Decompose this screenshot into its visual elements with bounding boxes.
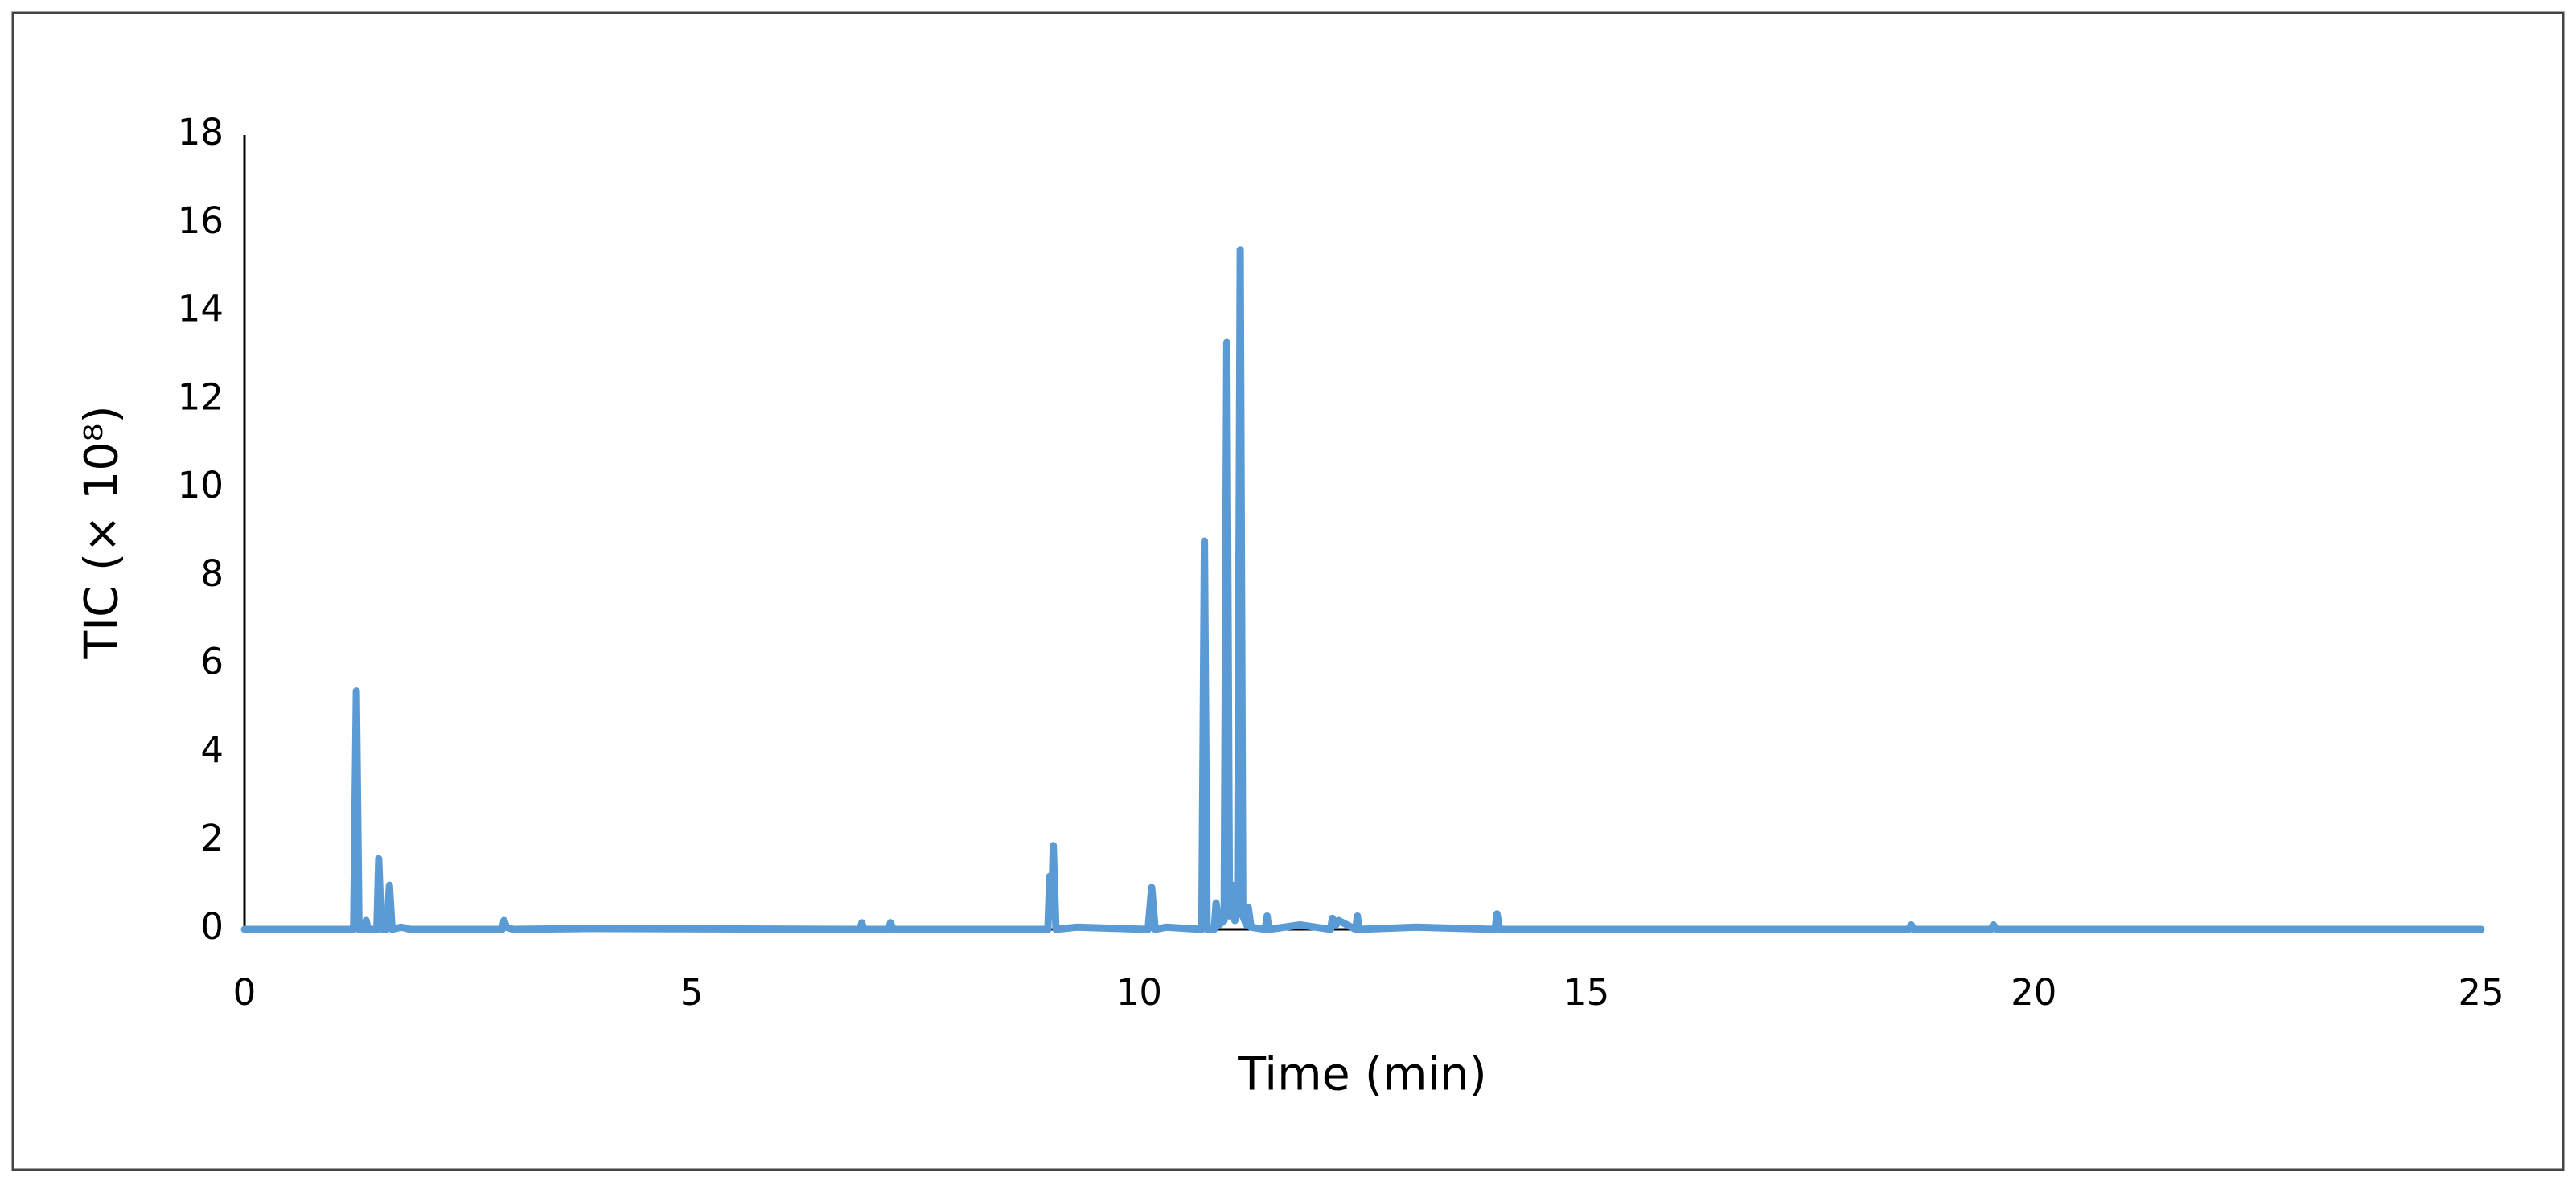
y-tick-label: 12 (178, 375, 224, 418)
y-tick-label: 8 (200, 552, 224, 595)
x-tick-label: 10 (1116, 971, 1162, 1014)
y-tick-label: 10 (178, 464, 224, 506)
x-tick-label: 0 (233, 971, 257, 1014)
x-tick-label: 5 (680, 971, 704, 1014)
x-tick-label: 15 (1563, 971, 1609, 1014)
y-tick-label: 0 (200, 905, 224, 948)
y-tick-label: 4 (200, 728, 224, 771)
chart-border (11, 11, 2565, 1171)
y-tick-label: 2 (200, 817, 224, 859)
data-line (240, 246, 2485, 933)
x-tick-label: 20 (2011, 971, 2056, 1014)
y-tick-label: 16 (178, 199, 224, 242)
y-axis-title: TIC (× 10⁸) (76, 405, 129, 659)
x-axis-title: Time (min) (1237, 1048, 1487, 1101)
y-tick-label: 18 (178, 111, 224, 154)
y-tick-label: 14 (178, 288, 224, 330)
x-tick-label: 25 (2458, 971, 2504, 1014)
y-tick-label: 6 (200, 641, 224, 683)
